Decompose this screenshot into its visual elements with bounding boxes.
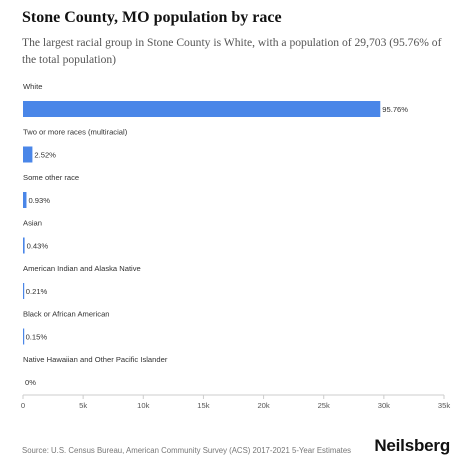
- data-label: 0.21%: [26, 287, 48, 296]
- bar-chart: White 95.76% Two or more races (multiracia…: [21, 82, 450, 410]
- x-tick-label: 10k: [137, 401, 149, 410]
- category-label: Asian: [23, 219, 42, 228]
- bar: [23, 101, 381, 117]
- category-label: White: [23, 82, 42, 91]
- source-note: Source: U.S. Census Bureau, American Com…: [22, 446, 352, 455]
- data-label: 2.52%: [34, 151, 56, 160]
- x-tick-label: 30k: [378, 401, 390, 410]
- bar: [23, 283, 25, 299]
- category-label: Two or more races (multiracial): [23, 128, 128, 137]
- data-label: 0%: [25, 378, 36, 387]
- data-label: 0.15%: [26, 333, 48, 342]
- data-label: 0.43%: [27, 242, 49, 251]
- bar: [23, 192, 27, 208]
- category-label: Some other race: [23, 173, 79, 182]
- x-tick-label: 5k: [79, 401, 87, 410]
- x-tick-label: 35k: [438, 401, 450, 410]
- chart-subtitle: The largest racial group in Stone County…: [22, 36, 442, 66]
- bar: [23, 237, 25, 254]
- bar: [23, 328, 25, 345]
- brand-logo[interactable]: Neilsberg: [374, 436, 450, 455]
- chart-title: Stone County, MO population by race: [22, 9, 282, 26]
- x-tick-label: 15k: [197, 401, 209, 410]
- category-label: Black or African American: [23, 310, 110, 319]
- category-label: Native Hawaiian and Other Pacific Island…: [23, 355, 168, 364]
- category-label: American Indian and Alaska Native: [23, 264, 141, 273]
- data-label: 0.93%: [28, 196, 50, 205]
- data-label: 95.76%: [382, 105, 408, 114]
- bar: [23, 146, 33, 163]
- x-tick-label: 20k: [257, 401, 269, 410]
- x-tick-label: 0: [21, 401, 25, 410]
- x-tick-label: 25k: [318, 401, 330, 410]
